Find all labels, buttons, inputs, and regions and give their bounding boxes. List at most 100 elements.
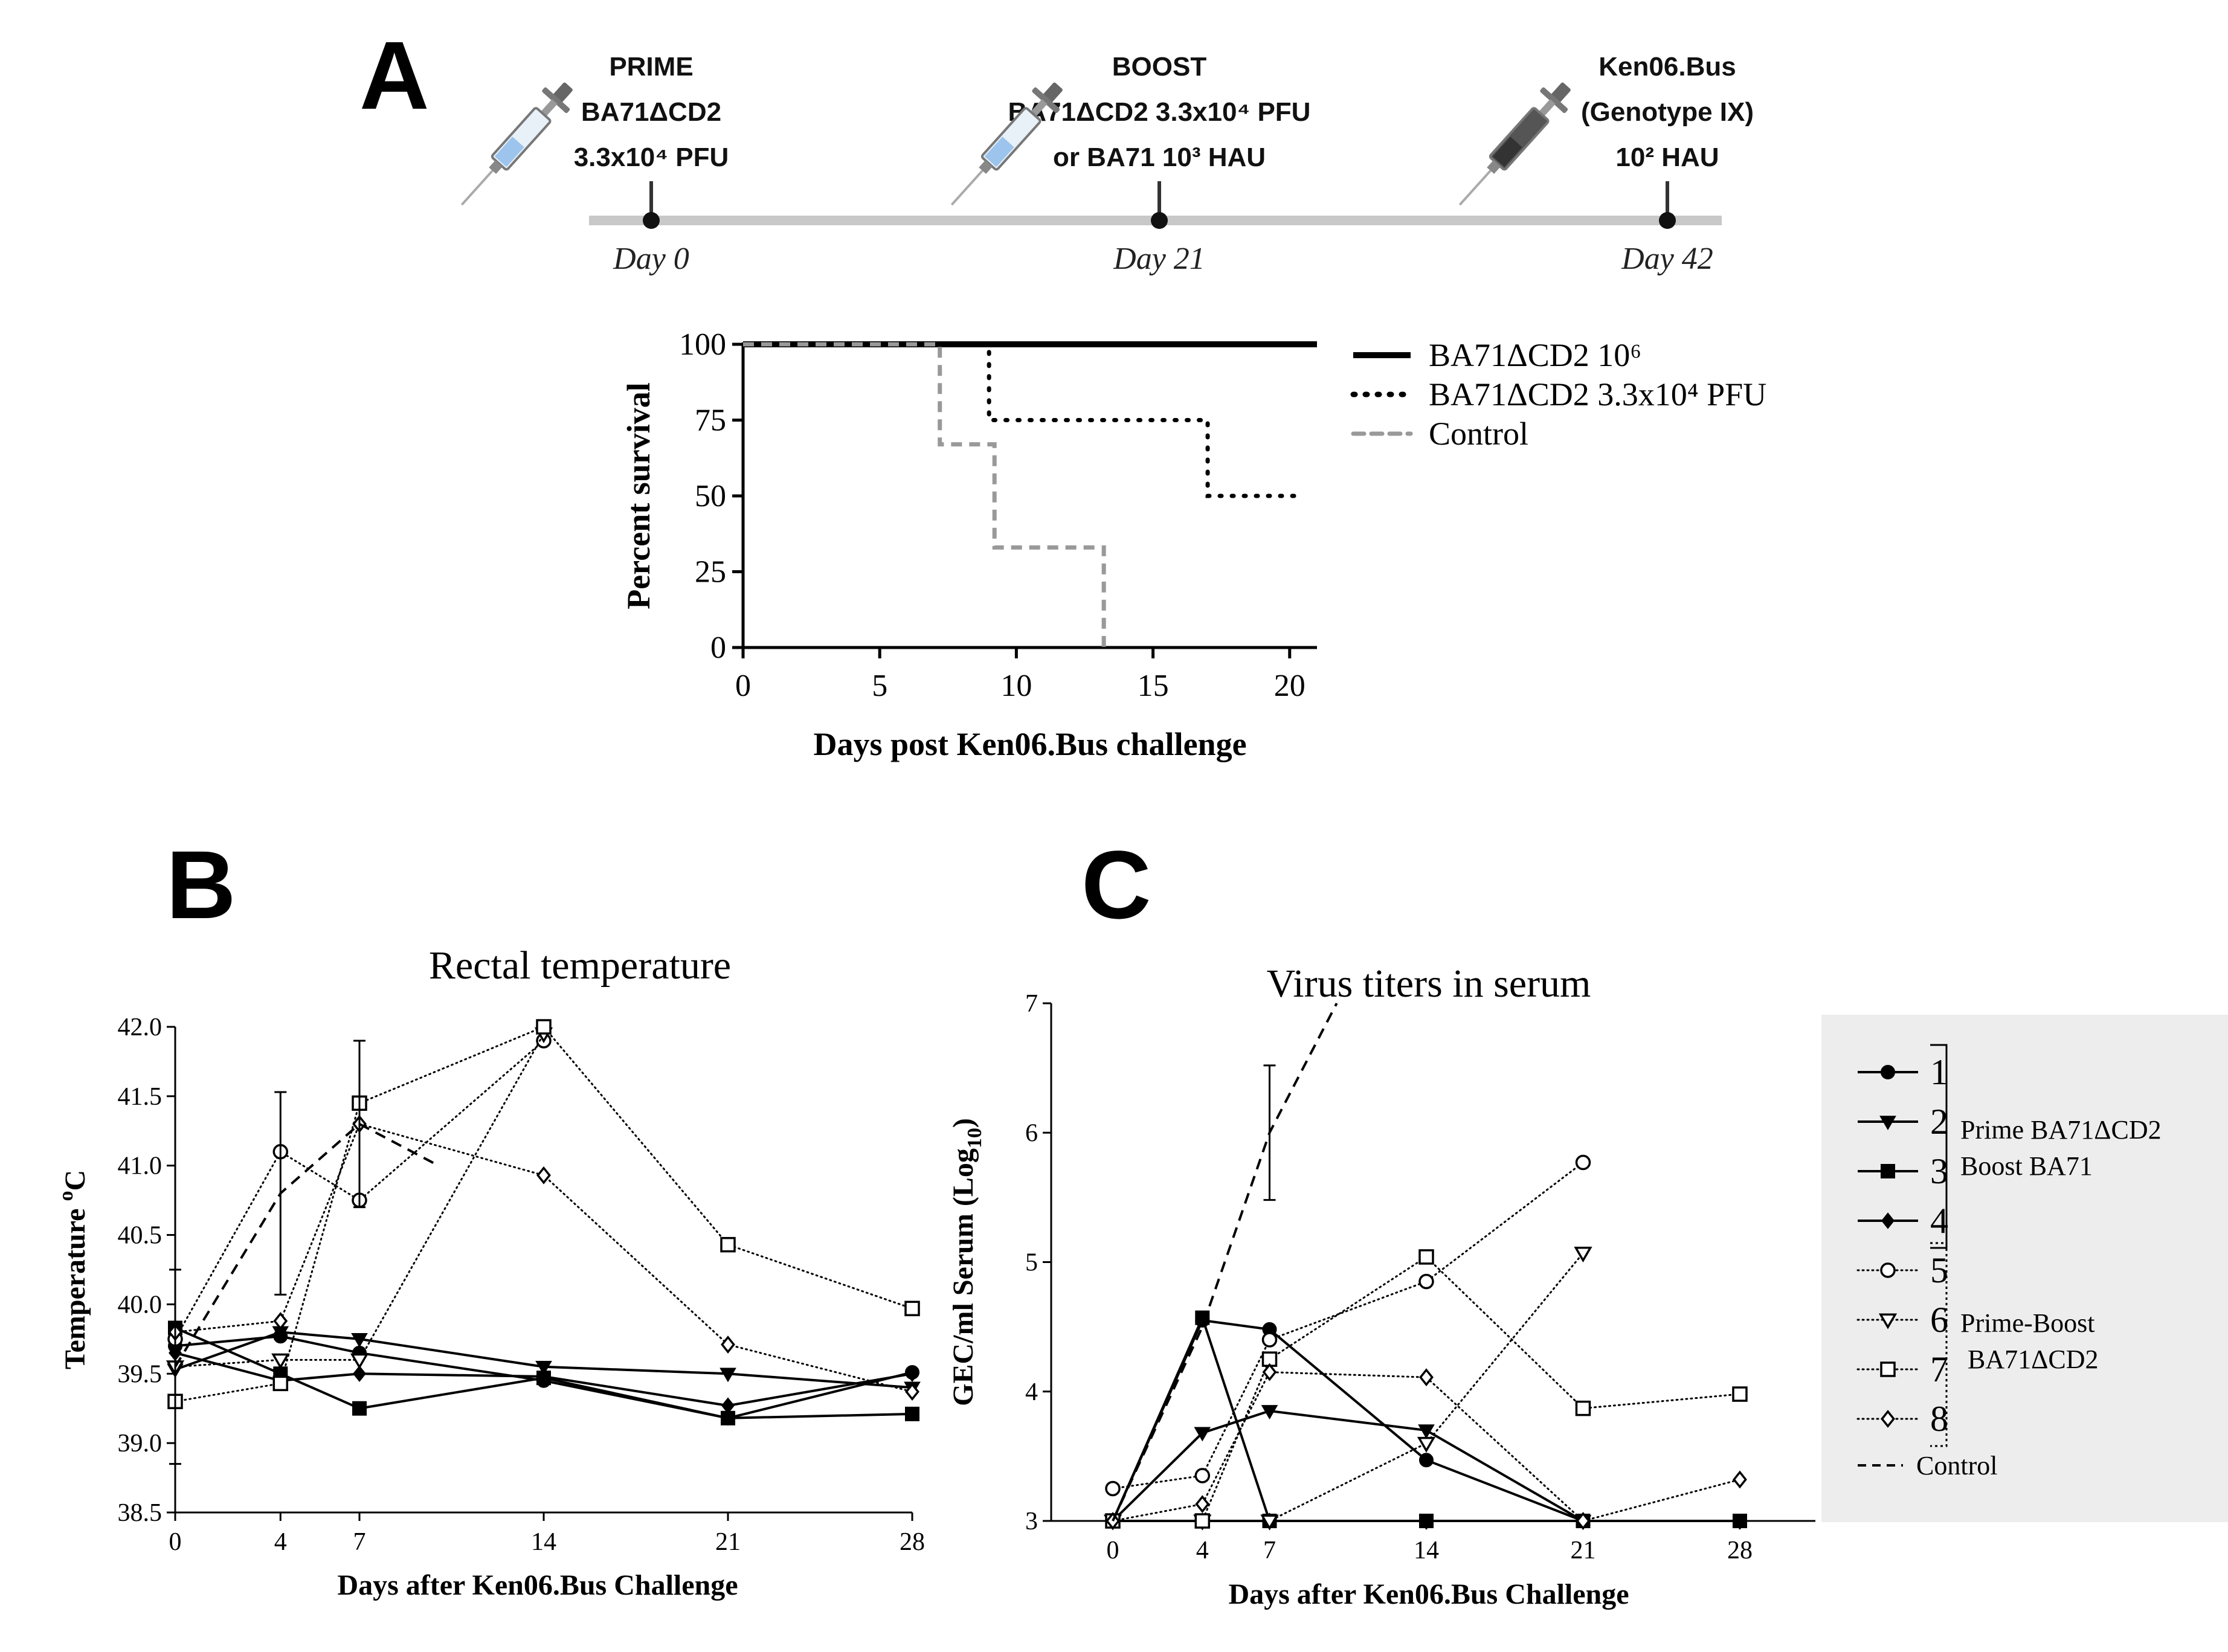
syringe-icon xyxy=(950,82,1063,206)
legend-marker-5 xyxy=(1880,1262,1896,1278)
chart-title: Rectal temperature xyxy=(429,943,731,988)
data-point-7 xyxy=(1575,1400,1591,1416)
chart-title: Virus titers in serum xyxy=(1267,962,1591,1006)
y-tick-label: 40.0 xyxy=(118,1291,163,1319)
data-point-4 xyxy=(353,1365,366,1382)
timeline-day-label: Day 0 xyxy=(613,242,689,276)
timeline-event-label: 3.3x10⁴ PFU xyxy=(574,143,729,172)
x-tick-label: 7 xyxy=(353,1528,366,1556)
titer-legend: 1 2 3 4 5 6 7 8 Prime BA71ΔCD2 Boost BA71 Prime-Bo… xyxy=(1821,1015,2228,1522)
group-label: Boost BA71 xyxy=(1960,1151,2093,1181)
syringe-icon xyxy=(1458,82,1571,206)
data-point-7 xyxy=(1732,1386,1748,1402)
x-tick-label: 28 xyxy=(900,1528,925,1556)
data-point-5 xyxy=(1575,1154,1591,1171)
data-point-1 xyxy=(1418,1453,1434,1468)
y-tick-label: 75 xyxy=(695,403,726,438)
series-line-7 xyxy=(1112,1256,1741,1522)
timeline-dot xyxy=(1151,212,1168,229)
series-line-4 xyxy=(175,1351,913,1407)
x-tick-label: 14 xyxy=(1414,1537,1439,1564)
y-tick-label: 39.5 xyxy=(118,1360,163,1388)
data-point-7 xyxy=(1194,1513,1211,1529)
series-line-5 xyxy=(174,1040,545,1340)
legend-marker-1 xyxy=(1881,1065,1895,1079)
legend-marker-2 xyxy=(1879,1116,1896,1131)
x-tick-label: 7 xyxy=(1263,1537,1276,1564)
timeline-day-label: Day 21 xyxy=(1113,242,1205,276)
data-point-5 xyxy=(1261,1332,1278,1348)
data-point-8 xyxy=(905,1383,919,1401)
y-tick-label: 0 xyxy=(710,631,726,665)
legend-number: 2 xyxy=(1930,1102,1948,1142)
vaccination-timeline: Day 0 PRIME BA71ΔCD2 3.3x10⁴ PFU Day 21 BOOST… xyxy=(460,52,1754,276)
timeline-event-label: (Genotype IX) xyxy=(1581,97,1754,127)
y-tick-label: 41.5 xyxy=(118,1083,163,1111)
x-tick-label: 15 xyxy=(1138,669,1169,703)
legend-number: 3 xyxy=(1930,1151,1948,1191)
timeline-event-label: Ken06.Bus xyxy=(1599,52,1736,82)
timeline-day-label: Day 42 xyxy=(1621,242,1713,276)
data-point-2 xyxy=(351,1333,368,1348)
series-line-control xyxy=(174,1122,439,1368)
data-point-3 xyxy=(1732,1514,1747,1528)
y-tick-label: 50 xyxy=(695,479,726,513)
data-point-3 xyxy=(905,1406,919,1421)
legend-number: 6 xyxy=(1930,1300,1948,1340)
y-tick-label: 25 xyxy=(695,555,726,590)
y-tick-label: 3 xyxy=(1025,1508,1038,1535)
data-point-6 xyxy=(350,1353,369,1369)
data-point-2 xyxy=(720,1368,736,1383)
legend-control-label: Control xyxy=(1916,1451,1997,1480)
data-point-2 xyxy=(1194,1427,1211,1442)
y-tick-label: 6 xyxy=(1025,1119,1038,1147)
legend-marker-4 xyxy=(1881,1212,1895,1229)
data-point-7 xyxy=(720,1236,736,1253)
y-tick-label: 100 xyxy=(679,327,726,362)
series-line-control xyxy=(1112,1003,1338,1522)
timeline-event-label: PRIME xyxy=(609,52,693,82)
data-point-7 xyxy=(272,1375,289,1392)
degree-symbol: o xyxy=(55,1191,77,1201)
timeline-event-label: or BA71 10³ HAU xyxy=(1053,143,1266,172)
data-point-2 xyxy=(1261,1405,1278,1419)
y-tick-label: 38.5 xyxy=(118,1499,163,1527)
timeline-event-label: BOOST xyxy=(1112,52,1207,82)
y-tick-label: 41.0 xyxy=(118,1152,163,1180)
legend-number: 8 xyxy=(1930,1399,1948,1439)
y-axis-title: GEC/ml Serum (Log10) xyxy=(947,1118,986,1406)
x-tick-label: 5 xyxy=(872,669,887,703)
data-point-7 xyxy=(536,1019,552,1035)
x-axis-title: Days post Ken06.Bus challenge xyxy=(813,726,1246,762)
data-point-8 xyxy=(1419,1368,1434,1387)
legend-marker-8 xyxy=(1881,1410,1895,1428)
data-point-8 xyxy=(1195,1495,1210,1514)
data-point-2 xyxy=(1418,1424,1435,1439)
data-point-6 xyxy=(1260,1514,1279,1531)
data-point-7 xyxy=(1418,1249,1434,1265)
series-line-6 xyxy=(174,1032,545,1368)
data-point-2 xyxy=(535,1361,552,1375)
data-point-6 xyxy=(271,1353,290,1369)
series-line-5 xyxy=(1112,1162,1584,1490)
data-point-3 xyxy=(352,1401,367,1416)
data-point-8 xyxy=(1733,1470,1747,1489)
series-line-3 xyxy=(1112,1314,1740,1522)
x-tick-label: 0 xyxy=(1107,1537,1119,1564)
legend-marker-7 xyxy=(1880,1361,1896,1377)
timeline-dot xyxy=(1659,212,1676,229)
y-tick-label: 4 xyxy=(1025,1378,1038,1406)
y-axis-title: Temperature oC xyxy=(55,1170,91,1369)
legend-label: Control xyxy=(1429,416,1528,452)
y-tick-label: 5 xyxy=(1025,1249,1038,1277)
panel-letter-a: A xyxy=(359,21,430,129)
y-tick-label: 39.0 xyxy=(118,1430,163,1458)
group-label: Prime-Boost xyxy=(1960,1308,2094,1338)
x-tick-label: 20 xyxy=(1274,669,1306,703)
timeline-event-label: 10² HAU xyxy=(1615,143,1719,172)
data-point-7 xyxy=(904,1300,920,1317)
survival-series-line xyxy=(743,342,1106,648)
data-point-4 xyxy=(906,1365,919,1382)
x-tick-label: 14 xyxy=(531,1528,556,1556)
